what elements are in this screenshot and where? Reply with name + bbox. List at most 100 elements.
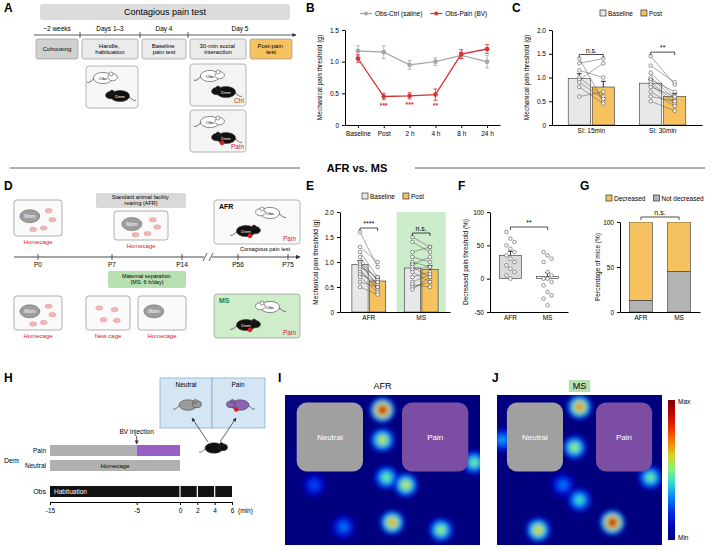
significance-bracket — [510, 227, 547, 230]
heat-spot — [560, 482, 566, 488]
data-point — [356, 56, 361, 61]
test-label: Contagious pain test — [240, 246, 291, 252]
heat-spot — [381, 472, 392, 483]
tick-label: -50 — [475, 309, 485, 316]
group-label: AFR — [219, 203, 233, 210]
tick-label: 2 h — [406, 130, 415, 137]
heat-spot — [333, 517, 353, 537]
data-point — [542, 284, 546, 288]
arena-label: Pain — [231, 381, 244, 388]
habituation-bar — [50, 486, 232, 497]
mouse — [173, 399, 202, 410]
ms-label: Maternal separation (MS: 6 h/day) — [122, 273, 172, 285]
tick: 4 h — [431, 125, 440, 137]
data-point — [428, 280, 432, 284]
axis-break-mark — [203, 253, 207, 261]
error-bar — [601, 81, 606, 87]
tick-label: 0 — [480, 275, 484, 282]
data-point — [577, 61, 581, 65]
error-bar — [459, 50, 463, 59]
error-bar — [485, 55, 489, 68]
data-point — [513, 240, 517, 244]
pair-line — [412, 257, 430, 262]
mouse-tail — [279, 308, 286, 312]
data-point — [358, 255, 362, 259]
data-point — [649, 90, 653, 94]
error-cap — [408, 99, 412, 100]
error-cap — [356, 54, 360, 55]
data-point — [411, 270, 415, 274]
tick-mark — [410, 125, 411, 128]
pair-line — [651, 66, 675, 83]
tick-mark — [337, 287, 340, 288]
timeline-tick — [188, 32, 189, 38]
pup — [45, 209, 52, 213]
axis-line — [346, 125, 501, 126]
data-point — [602, 76, 606, 80]
data-point — [428, 275, 432, 279]
heat-spot — [497, 435, 507, 446]
pair-line — [651, 97, 675, 102]
pup — [111, 307, 118, 311]
axis-title: Percentage of mice (%) — [594, 233, 602, 301]
data-point — [673, 104, 677, 108]
axis-line — [340, 213, 341, 313]
pair-line — [579, 87, 603, 104]
tick: SI: 15min — [578, 125, 606, 134]
divider: AFR vs. MS — [10, 162, 705, 174]
arena-label: Neutral — [176, 381, 198, 388]
heat-spot — [572, 445, 578, 451]
legend-swatch — [362, 193, 368, 199]
error-line — [603, 81, 604, 87]
tick: 0 — [335, 122, 345, 129]
heat-spot — [377, 405, 388, 416]
pair-line — [579, 82, 603, 99]
heat-spot — [341, 524, 347, 530]
error-cap — [408, 60, 412, 61]
pain-zone — [402, 403, 468, 472]
tick: 1.0 — [325, 259, 340, 266]
tick: 1.5 — [330, 27, 345, 34]
axis-title: Decreased pain threshold (%) — [462, 219, 470, 305]
divider-title: AFR vs. MS — [327, 162, 388, 174]
tick: 1.5 — [325, 234, 340, 241]
tick-label: 0 — [542, 122, 546, 129]
legend-marker — [364, 12, 368, 16]
tick-label: 1.0 — [537, 74, 546, 81]
mouse-ear — [216, 116, 220, 120]
error-bar — [577, 74, 582, 79]
tick-label: 100 — [603, 219, 614, 226]
heat-spot — [577, 404, 583, 410]
heat-spot — [499, 437, 505, 443]
mom-label: Mom — [126, 221, 137, 227]
data-point — [376, 293, 380, 297]
bar — [668, 222, 691, 272]
error-cap — [601, 81, 606, 82]
error-cap — [485, 68, 489, 69]
heat-spot — [555, 477, 571, 493]
data-point — [428, 265, 432, 269]
error-cap — [459, 49, 463, 50]
axis-break — [204, 252, 212, 262]
data-point — [428, 245, 432, 249]
tick-mark — [342, 62, 345, 63]
error-cap — [382, 93, 386, 94]
tick-mark — [215, 502, 216, 505]
tick-label: Post — [378, 130, 391, 137]
zone-label: Neutral — [522, 433, 548, 442]
panel-letter: A — [4, 1, 13, 15]
error-cap — [356, 45, 360, 46]
error-bar — [433, 58, 437, 66]
tick-label: 0 — [335, 122, 339, 129]
tick-mark — [384, 125, 385, 128]
divider-line — [415, 168, 705, 169]
axis-title: Mechanical pain threshold (g) — [316, 35, 324, 120]
mom — [144, 305, 164, 318]
data-point — [381, 94, 386, 99]
period-label: Day 4 — [156, 25, 173, 33]
tick-mark — [487, 312, 490, 313]
pair-line — [412, 257, 430, 265]
data-point — [673, 99, 677, 103]
data-point — [509, 277, 513, 281]
error-cap — [356, 62, 360, 63]
